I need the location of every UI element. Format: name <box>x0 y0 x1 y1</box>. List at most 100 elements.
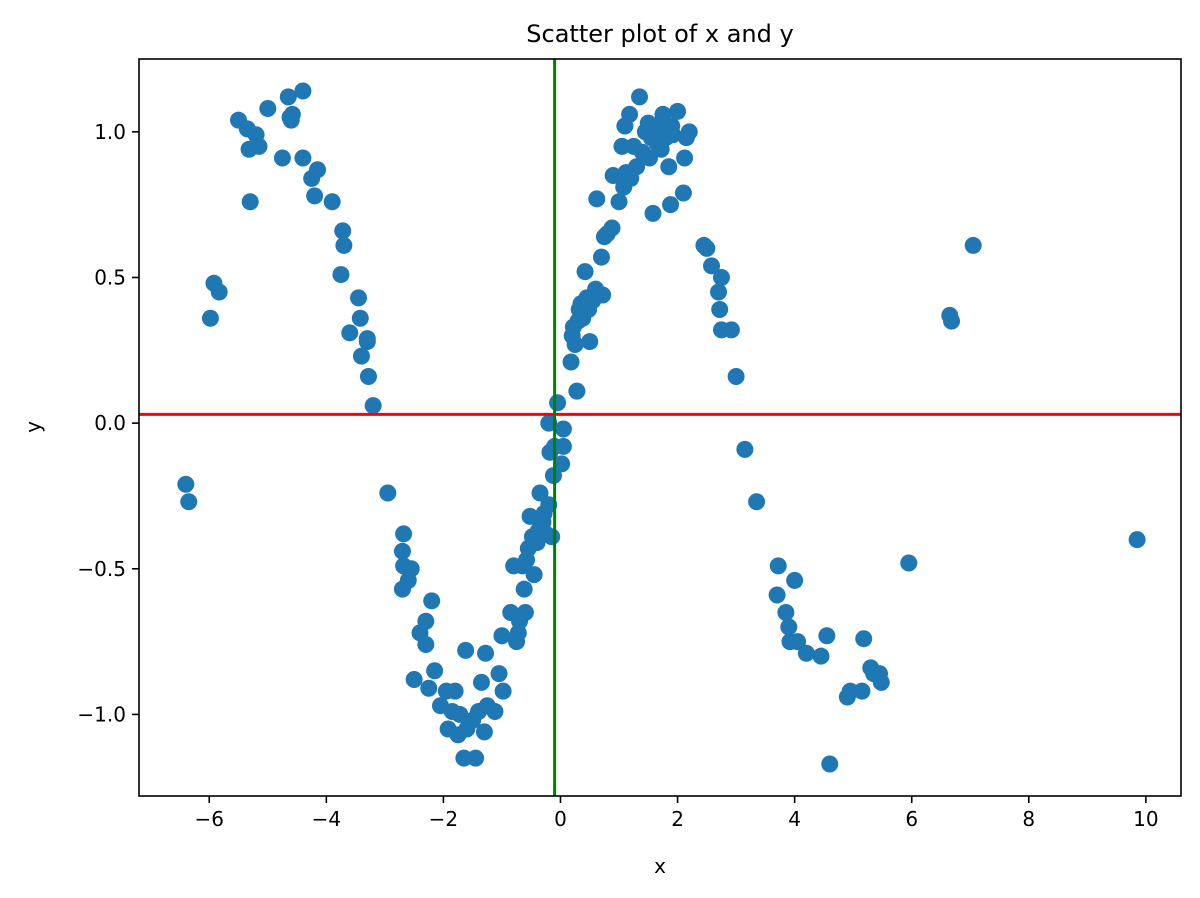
data-point <box>660 158 678 176</box>
data-point <box>594 286 612 304</box>
data-point <box>420 679 438 697</box>
data-point <box>777 603 795 621</box>
data-point <box>943 312 961 330</box>
data-point <box>335 236 353 254</box>
data-point <box>351 309 369 327</box>
data-point <box>644 204 662 222</box>
x-tick-label: 6 <box>905 807 918 831</box>
data-point <box>515 580 533 598</box>
data-point <box>273 149 291 167</box>
data-point <box>540 496 558 514</box>
data-point <box>818 627 836 645</box>
data-point <box>669 102 687 120</box>
data-point <box>855 630 873 648</box>
data-point <box>350 289 368 307</box>
data-point <box>358 330 376 348</box>
data-point <box>493 627 511 645</box>
data-point <box>780 618 798 636</box>
data-point <box>446 682 464 700</box>
data-point <box>294 149 312 167</box>
data-point <box>423 592 441 610</box>
x-tick-label: 8 <box>1022 807 1035 831</box>
data-point <box>568 382 586 400</box>
data-point <box>549 394 567 412</box>
data-point <box>613 137 631 155</box>
data-point <box>610 193 628 211</box>
data-point <box>662 196 680 214</box>
data-point <box>727 368 745 386</box>
plot-frame <box>138 58 1182 797</box>
data-point <box>531 484 549 502</box>
data-point <box>812 647 830 665</box>
y-axis-ticks: −1.0 −0.5 0.0 0.5 1.0 <box>77 120 139 726</box>
x-tick-label: −4 <box>312 807 341 831</box>
data-point <box>698 239 716 257</box>
data-point <box>306 187 324 205</box>
data-point <box>475 723 493 741</box>
data-point <box>309 161 327 179</box>
data-point <box>900 554 918 572</box>
x-axis-label: x <box>654 854 666 878</box>
data-point <box>680 123 698 141</box>
data-point <box>769 557 787 575</box>
data-point <box>628 158 646 176</box>
data-point <box>631 88 649 106</box>
data-point <box>964 236 982 254</box>
chart-title: Scatter plot of x and y <box>526 20 793 48</box>
points-layer <box>177 82 1146 773</box>
data-point <box>467 749 485 767</box>
data-point <box>786 571 804 589</box>
y-tick-label: 1.0 <box>94 120 126 144</box>
y-tick-label: 0.5 <box>94 265 126 289</box>
data-point <box>201 309 219 327</box>
data-point <box>426 662 444 680</box>
data-point <box>581 333 599 351</box>
data-point <box>768 586 786 604</box>
data-point <box>457 641 475 659</box>
x-tick-label: −6 <box>195 807 224 831</box>
data-point <box>352 347 370 365</box>
data-point <box>393 542 411 560</box>
data-point <box>486 703 504 721</box>
data-point <box>872 673 890 691</box>
data-point <box>177 475 195 493</box>
data-point <box>250 137 268 155</box>
data-point <box>405 670 423 688</box>
data-point <box>395 525 413 543</box>
data-point <box>516 603 534 621</box>
data-point <box>592 248 610 266</box>
data-point <box>417 636 435 654</box>
data-point <box>588 190 606 208</box>
data-point <box>283 105 301 123</box>
y-axis-label: y <box>21 421 45 433</box>
y-tick-label: −0.5 <box>77 557 126 581</box>
data-point <box>451 705 469 723</box>
y-tick-label: 0.0 <box>94 411 126 435</box>
data-point <box>621 105 639 123</box>
reference-lines <box>139 59 1181 796</box>
x-tick-label: 0 <box>554 807 567 831</box>
data-point <box>359 368 377 386</box>
data-point <box>736 440 754 458</box>
data-point <box>540 414 558 432</box>
data-point <box>210 283 228 301</box>
data-point <box>490 665 508 683</box>
data-point <box>554 437 572 455</box>
data-point <box>640 149 658 167</box>
data-point <box>853 682 871 700</box>
data-point <box>604 167 622 185</box>
data-point <box>332 266 350 284</box>
data-point <box>417 612 435 630</box>
y-tick-label: −1.0 <box>77 702 126 726</box>
data-point <box>676 149 694 167</box>
data-point <box>334 222 352 240</box>
data-point <box>703 257 721 275</box>
data-point <box>180 493 198 511</box>
data-point <box>566 335 584 353</box>
data-point <box>722 321 740 339</box>
data-point <box>712 268 730 286</box>
x-axis-ticks: −6 −4 −2 0 2 4 6 8 10 <box>195 796 1159 831</box>
data-point <box>654 105 672 123</box>
